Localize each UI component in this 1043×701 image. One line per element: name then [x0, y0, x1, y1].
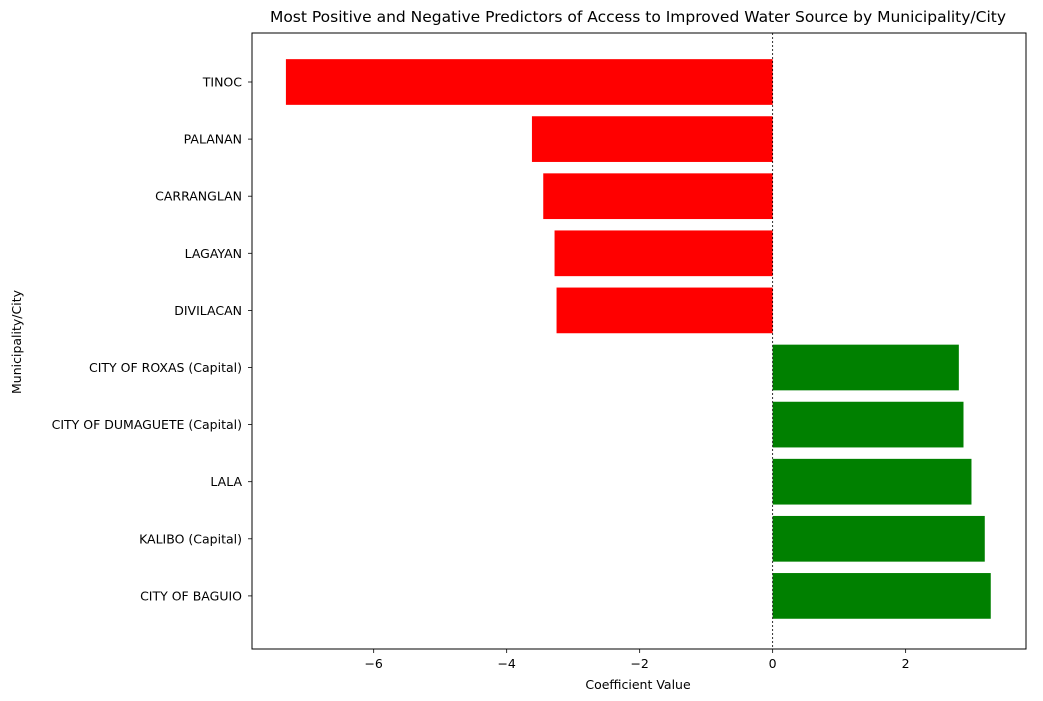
y-tick-label: LAGAYAN — [185, 246, 242, 261]
x-axis-label: Coefficient Value — [585, 677, 691, 692]
bar-city-of-baguio — [772, 573, 991, 619]
x-tick-label: −2 — [630, 656, 648, 671]
bar-kalibo-capital — [772, 515, 985, 562]
y-tick-label: TINOC — [202, 75, 243, 90]
y-tick-label: DIVILACAN — [174, 303, 242, 318]
bar-lagayan — [554, 230, 773, 277]
y-tick-label: CITY OF BAGUIO — [140, 588, 242, 603]
y-tick-label: PALANAN — [184, 132, 242, 147]
bar-city-of-dumaguete-capital — [772, 401, 964, 448]
y-tick-label: CITY OF ROXAS (Capital) — [89, 360, 242, 375]
bars-group — [285, 59, 991, 619]
y-axis-label: Municipality/City — [9, 289, 24, 394]
bar-tinoc — [285, 59, 773, 105]
x-tick-label: −6 — [364, 656, 382, 671]
plot-frame — [251, 32, 1027, 650]
y-tick-label: CITY OF DUMAGUETE (Capital) — [52, 417, 242, 432]
bar-divilacan — [556, 287, 773, 334]
y-tick-label: LALA — [210, 474, 242, 489]
x-tick-label: 2 — [902, 656, 910, 671]
bar-city-of-roxas-capital — [772, 344, 959, 391]
bar-palanan — [531, 116, 773, 162]
x-axis: −6 −4 −2 0 2 — [364, 649, 910, 671]
x-tick-label: 0 — [769, 656, 777, 671]
bar-lala — [772, 458, 972, 505]
x-tick-label: −4 — [497, 656, 515, 671]
y-tick-label: CARRANGLAN — [155, 189, 242, 204]
bar-carranglan — [543, 173, 773, 220]
y-axis: TINOC PALANAN CARRANGLAN LAGAYAN DIVILACAN CI… — [52, 75, 252, 603]
chart-title: Most Positive and Negative Predictors of… — [270, 8, 1006, 26]
y-tick-label: KALIBO (Capital) — [139, 531, 242, 546]
